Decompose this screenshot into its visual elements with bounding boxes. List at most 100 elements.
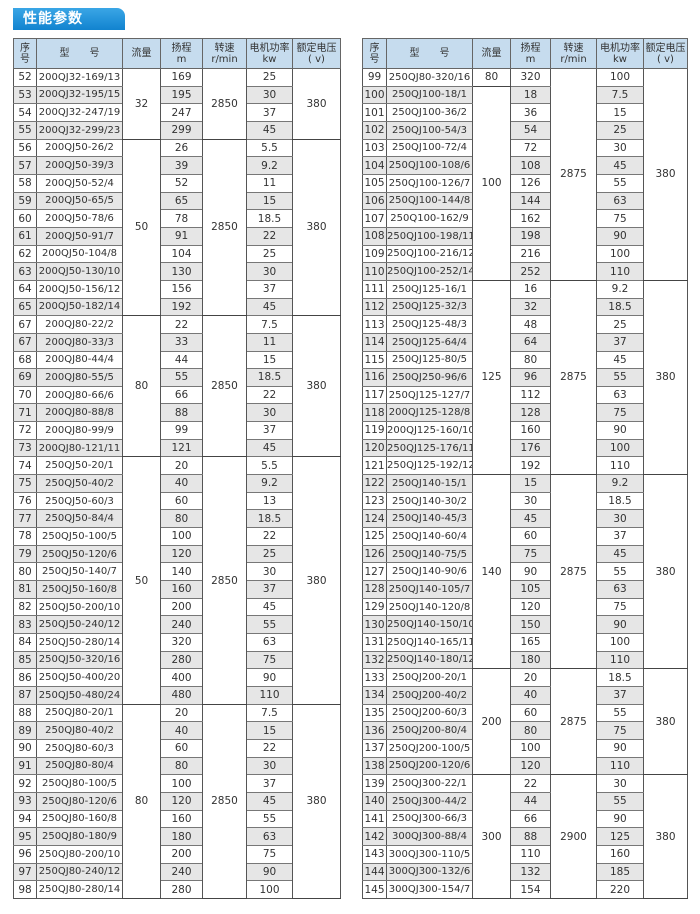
head-cell: 144 xyxy=(510,191,551,211)
head-cell: 60 xyxy=(510,703,551,723)
head-cell: 99 xyxy=(160,421,203,440)
model-cell: 300QJ300-110/5 xyxy=(386,844,473,864)
model-cell: 250QJ140-165/11 xyxy=(386,633,473,652)
model-cell: 250QJ100-72/4 xyxy=(386,138,473,158)
voltage-cell: 380 xyxy=(292,138,341,317)
row-number: 90 xyxy=(13,738,37,758)
head-cell: 200 xyxy=(160,597,203,617)
power-cell: 30 xyxy=(246,562,293,582)
row-number: 75 xyxy=(13,474,37,493)
row-number: 83 xyxy=(13,615,37,634)
header-voltage: 额定电压( v) xyxy=(292,38,341,69)
table-row: 78 250QJ50-100/5 100 22 xyxy=(13,527,341,546)
table-row: 113 250QJ125-48/3 48 25 xyxy=(362,315,688,334)
table-row: 72 200QJ80-99/9 99 37 xyxy=(13,421,341,440)
power-cell: 18.5 xyxy=(596,297,644,317)
speed-cell: 2850 xyxy=(202,68,247,140)
row-number: 76 xyxy=(13,491,37,511)
row-number: 106 xyxy=(362,191,387,211)
model-cell: 250QJ140-90/6 xyxy=(386,562,473,582)
table-row: 140 250QJ300-44/2 44 55 xyxy=(362,791,688,811)
head-cell: 180 xyxy=(510,650,551,670)
power-cell: 30 xyxy=(596,138,644,158)
header-row: 序号型 号流量 扬程 m 转速 r/min 电机功率 kw 额定电压( v) xyxy=(13,38,341,69)
model-cell: 250QJ200-40/2 xyxy=(386,685,473,705)
row-number: 124 xyxy=(362,509,387,529)
head-cell: 192 xyxy=(510,456,551,476)
head-cell: 20 xyxy=(510,668,551,687)
model-cell: 250QJ100-54/3 xyxy=(386,120,473,140)
table-row: 104 250QJ100-108/6 108 45 xyxy=(362,156,688,175)
row-number: 145 xyxy=(362,880,387,899)
power-cell: 22 xyxy=(246,385,293,405)
model-cell: 250QJ50-40/2 xyxy=(36,474,123,493)
power-cell: 45 xyxy=(596,156,644,175)
power-cell: 55 xyxy=(596,562,644,582)
row-number: 54 xyxy=(13,103,37,122)
row-number: 69 xyxy=(13,368,37,387)
head-cell: 66 xyxy=(160,385,203,405)
power-cell: 5.5 xyxy=(246,138,293,158)
power-cell: 22 xyxy=(246,527,293,546)
table-row: 138 250QJ200-120/6 120 110 xyxy=(362,756,688,776)
power-cell: 37 xyxy=(246,103,293,122)
table-row: 115 250QJ125-80/5 80 45 xyxy=(362,350,688,370)
header-model: 型 号 xyxy=(386,38,473,69)
model-cell: 250QJ125-32/3 xyxy=(386,297,473,317)
row-number: 104 xyxy=(362,156,387,175)
model-cell: 250QJ80-200/10 xyxy=(36,844,123,864)
table-row: 86 250QJ50-400/20 400 90 xyxy=(13,668,341,687)
model-cell: 250QJ140-105/7 xyxy=(386,580,473,599)
power-cell: 25 xyxy=(596,120,644,140)
row-number: 74 xyxy=(13,456,37,476)
model-cell: 200QJ32-169/13 xyxy=(36,68,123,87)
row-number: 118 xyxy=(362,403,387,423)
header-no-line2: 号 xyxy=(20,53,30,65)
power-cell: 45 xyxy=(596,544,644,564)
table-row: 83 250QJ50-240/12 240 55 xyxy=(13,615,341,634)
power-cell: 55 xyxy=(246,809,293,829)
head-cell: 26 xyxy=(160,138,203,158)
power-cell: 25 xyxy=(246,544,293,564)
head-cell: 169 xyxy=(160,68,203,87)
power-cell: 90 xyxy=(596,421,644,440)
model-cell: 250QJ50-100/5 xyxy=(36,527,123,546)
model-cell: 250QJ200-80/4 xyxy=(386,721,473,740)
power-cell: 22 xyxy=(246,738,293,758)
model-cell: 250QJ100-18/1 xyxy=(386,85,473,105)
model-cell: 250QJ100-198/11 xyxy=(386,226,473,246)
row-number: 141 xyxy=(362,809,387,829)
power-cell: 13 xyxy=(246,491,293,511)
performance-table-right: 序号型 号流量 扬程 m 转速 r/min 电机功率 kw 额定电压( v) 99 250QJ80… xyxy=(362,38,688,899)
section-title: 性能参数 xyxy=(13,8,125,30)
head-cell: 60 xyxy=(160,738,203,758)
header-speed-line1: 转速 xyxy=(214,42,235,54)
row-number: 117 xyxy=(362,385,387,405)
model-cell: 250QJ50-200/10 xyxy=(36,597,123,617)
model-cell: 200QJ50-130/10 xyxy=(36,262,123,281)
row-number: 79 xyxy=(13,544,37,564)
table-row: 133 250QJ200-20/1 200 20 2875 18.5 380 xyxy=(362,668,688,776)
table-row: 69 200QJ80-55/5 55 18.5 xyxy=(13,368,341,387)
model-cell: 250QJ80-320/16 xyxy=(386,68,473,87)
table-row: 60 200QJ50-78/6 78 18.5 xyxy=(13,209,341,228)
table-row: 57 200QJ50-39/3 39 9.2 xyxy=(13,156,341,175)
row-number: 99 xyxy=(362,68,387,87)
table-row: 125 250QJ140-60/4 60 37 xyxy=(362,527,688,546)
power-cell: 30 xyxy=(246,756,293,776)
header-no-line1: 序 xyxy=(369,42,380,54)
head-cell: 320 xyxy=(160,633,203,652)
head-cell: 22 xyxy=(160,315,203,334)
row-number: 144 xyxy=(362,862,387,882)
row-number: 52 xyxy=(13,68,37,87)
table-row: 54 200QJ32-247/19 247 37 xyxy=(13,103,341,122)
row-number: 109 xyxy=(362,244,387,264)
power-cell: 11 xyxy=(246,332,293,352)
flow-cell: 50 xyxy=(122,138,161,317)
head-cell: 160 xyxy=(160,809,203,829)
power-cell: 185 xyxy=(596,862,644,882)
model-cell: 250QJ50-60/3 xyxy=(36,491,123,511)
row-number: 112 xyxy=(362,297,387,317)
model-cell: 200QJ80-55/5 xyxy=(36,368,123,387)
row-number: 133 xyxy=(362,668,387,687)
